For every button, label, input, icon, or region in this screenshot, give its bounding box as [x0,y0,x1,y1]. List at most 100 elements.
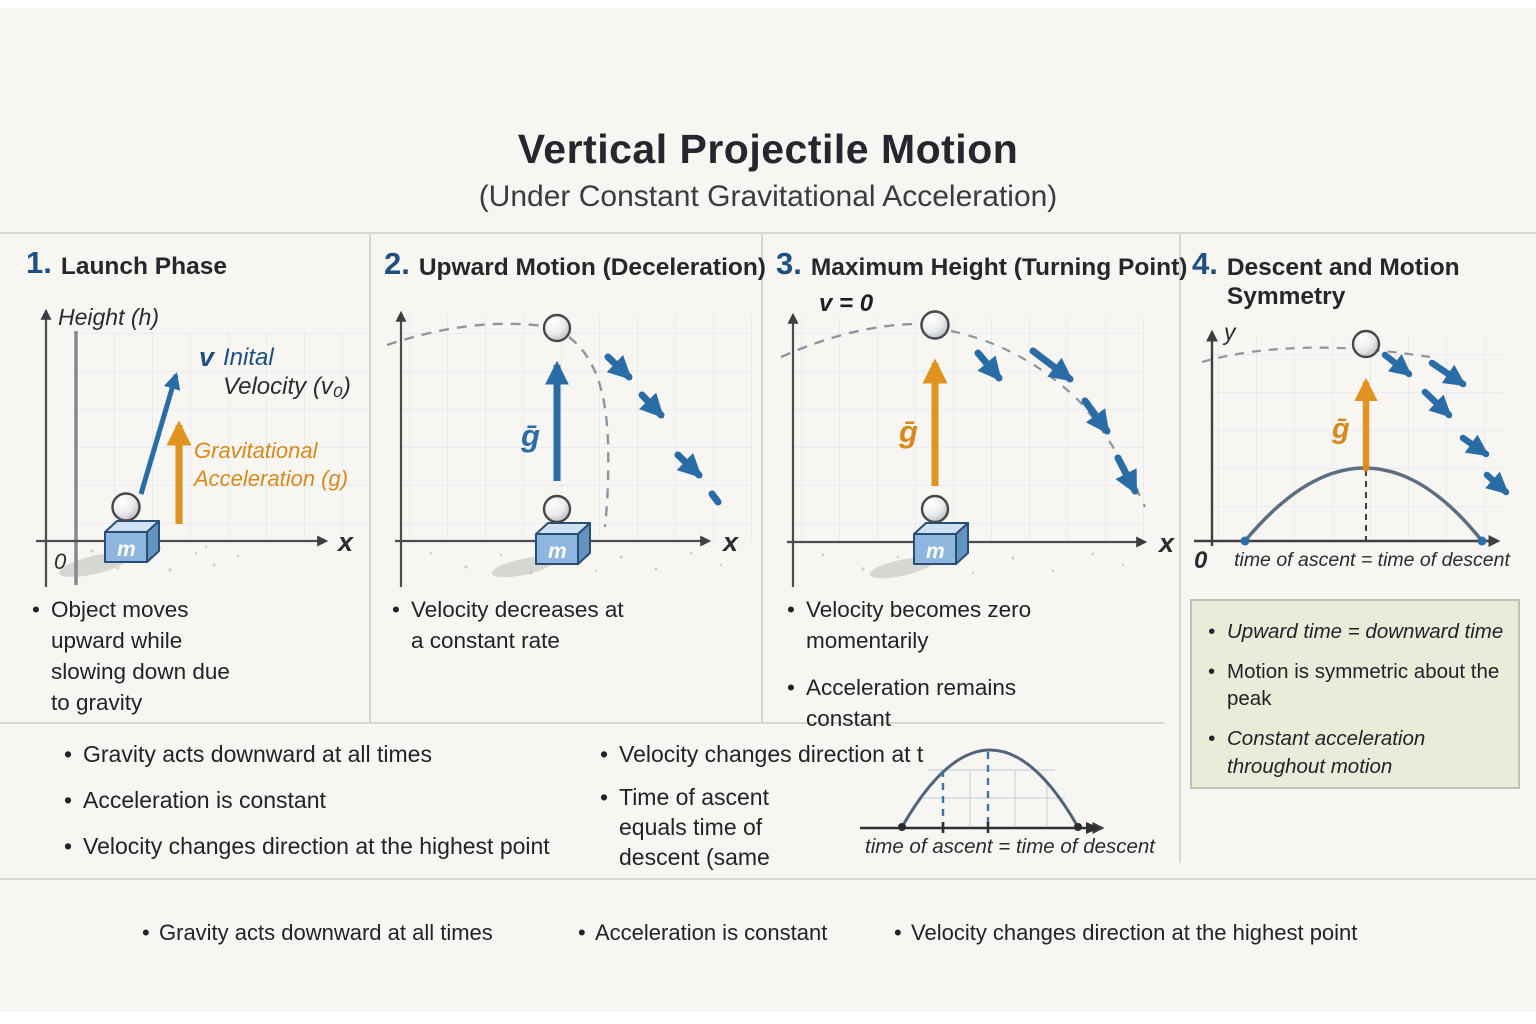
panel-1-heading: 1. Launch Phase [26,247,227,281]
landing-point-dot [1477,536,1487,546]
descent-velocity-arrows [974,347,1139,495]
origin-label: 0 [1194,547,1208,574]
bullet: Velocity changes direction at t [598,740,923,770]
page-title: Vertical Projectile Motion [517,126,1019,172]
bullet: Acceleration remains constant [785,672,1065,734]
divider-under-panels [0,722,1164,724]
middle-right-bullets: Velocity changes direction at t Time of … [598,740,923,886]
ball-on-block [920,494,950,524]
x-axis-label: x [1157,528,1175,558]
bullet: Velocity becomes zero momentarily [785,594,1065,656]
ball-at-peak [542,313,572,343]
panel-4-title-line1: Descent and Motion [1226,254,1460,281]
gravity-label-line1: Gravitational [194,438,319,463]
panel-4-title-line2: Symmetry [1226,283,1346,311]
descent-trajectory-dashed [568,336,610,528]
diagram-caption: time of ascent = time of descent [865,835,1156,858]
middle-symmetry-diagram: time of ascent = time of descent [860,748,1156,858]
panel-4-summary-box: Upward time = downward time Motion is sy… [1190,599,1520,789]
ground-speckles [429,551,723,575]
bullet: Acceleration is constant [62,786,582,816]
divider-col-2-3 [761,233,763,722]
symmetry-droplines-dashed [941,752,990,826]
descent-velocity-arrows [1381,351,1510,496]
mass-label: m [926,540,945,563]
panel-2-title: Upward Motion (Deceleration) [418,254,766,281]
panel-3-number: 3. [776,246,802,281]
panel-2-diagram: x ḡ m [386,310,752,587]
mass-block [535,522,591,565]
footer-bullet-1: Gravity acts downward at all times [140,920,493,946]
panel-2-heading: 2. Upward Motion (Deceleration) [384,248,766,282]
grid [402,315,752,541]
g-label: ḡ [898,414,918,449]
v-equals-zero-label: v = 0 [819,290,874,317]
time-axis-second-arrowhead [1086,822,1100,834]
launch-point-dot [1240,536,1250,546]
mass-label: m [548,540,567,563]
divider-above-footer [0,878,1536,880]
panel-3-title: Maximum Height (Turning Point) [810,254,1188,281]
x-axis-label: x [721,527,739,557]
y-axis-label: Height (h) [58,304,159,330]
g-label: ḡ [1331,413,1350,445]
panel-2-number: 2. [384,246,410,281]
panel-4-title: Descent and Motion Symmetry [1227,248,1460,312]
grid [794,317,1146,542]
panel-1-title: Launch Phase [60,253,227,280]
velocity-label-line2: Velocity (v₀) [223,373,351,400]
ascent-trajectory-dashed [386,322,544,347]
bullet: Velocity changes direction at the highes… [62,832,582,862]
axis-ticks [941,822,990,833]
ground-speckles [821,552,1125,575]
bullet: Constant acceleration throughout motion [1206,725,1508,780]
panel-3-bullets: Velocity becomes zero momentarily Accele… [785,594,1065,750]
parabola-peak-dot [1362,464,1370,472]
ball [111,492,141,522]
ball-on-block [542,494,572,524]
divider-col-1-2 [369,233,371,722]
velocity-symbol: v [199,342,216,372]
footer-bullet-3: Velocity changes direction at the highes… [892,920,1357,946]
bullet: Object moves upward while slowing down d… [30,594,245,718]
mass-label: m [117,538,136,561]
velocity-label-line1: Inital [223,344,274,371]
mass-block [913,522,969,565]
bullet: Upward time = downward time [1206,618,1508,646]
x-axis-label: x [336,527,354,557]
descent-velocity-arrows [604,353,722,506]
panel-4-summary-bullets: Upward time = downward time Motion is sy… [1206,618,1508,780]
panel-3-heading: 3. Maximum Height (Turning Point) [776,248,1187,282]
ascent-trajectory-dashed [780,322,924,359]
panel-1-diagram: Height (h) x 0 m v Inital Velocity (v₀) … [36,304,368,587]
bullet: Gravity acts downward at all times [62,740,582,770]
trajectory-dashed [1201,346,1431,364]
panel-4-diagram: y 0 ḡ time of ascent = time of descent [1194,319,1511,574]
descent-trajectory-dashed [950,329,1147,508]
panel-2-bullets: Velocity decreases at a constant rate [390,594,630,672]
grid [1212,336,1502,541]
gravity-label-line2: Acceleration (g) [192,466,348,491]
bottom-margin [0,1012,1536,1024]
bullet: Time of ascent equals time of descent (s… [598,783,828,873]
panel-1-number: 1. [26,245,52,280]
initial-velocity-arrow [138,372,181,495]
axis-caption: time of ascent = time of descent [1234,549,1511,571]
divider-under-title [0,232,1536,234]
panel-4-number: 4. [1192,246,1218,281]
panel-1-bullets: Object moves upward while slowing down d… [30,594,245,734]
origin-label: 0 [54,549,67,574]
mass-block [104,520,160,563]
footer-bullet-2: Acceleration is constant [576,920,827,946]
ball-at-peak [920,310,950,340]
top-margin [0,0,1536,8]
panel-4-heading: 4. Descent and Motion Symmetry [1192,248,1460,312]
g-label: ḡ [520,418,540,453]
end-dot [1074,823,1082,831]
bullet: Velocity decreases at a constant rate [390,594,630,656]
bullet: Motion is symmetric about the peak [1206,658,1508,713]
middle-left-bullets: Gravity acts downward at all times Accel… [62,740,582,878]
divider-col-3-4 [1179,233,1181,863]
y-axis-label: y [1222,319,1237,345]
